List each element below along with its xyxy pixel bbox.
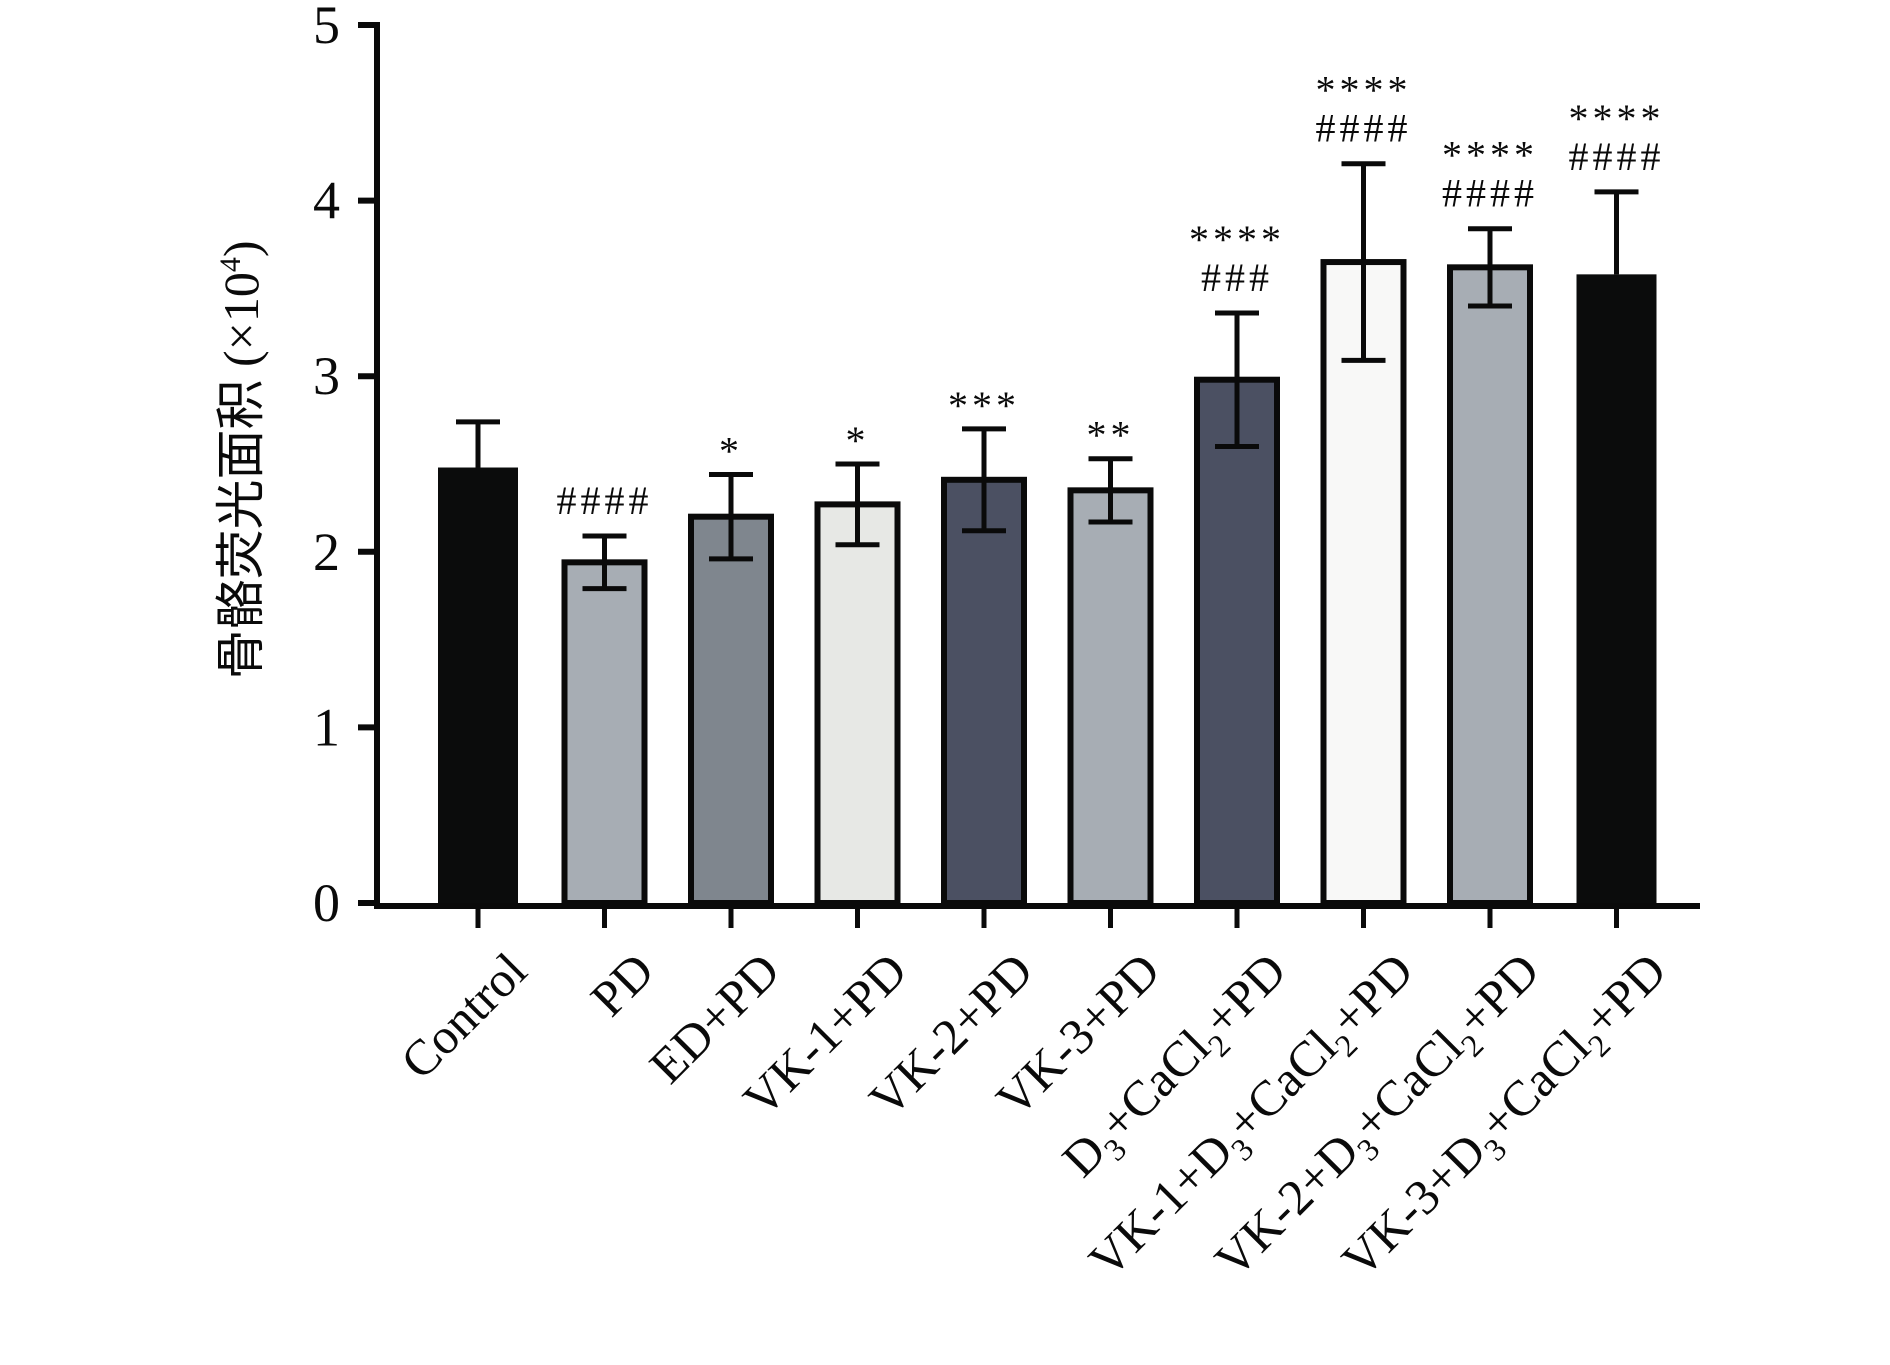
y-tick-label: 3 bbox=[313, 346, 340, 406]
y-tick-label: 1 bbox=[313, 697, 340, 757]
bar bbox=[1447, 264, 1533, 906]
hash-significance-label: #### bbox=[1442, 171, 1538, 216]
star-significance-label: * bbox=[719, 429, 743, 474]
y-tick-label: 2 bbox=[313, 522, 340, 582]
bar bbox=[438, 467, 518, 903]
bar bbox=[561, 559, 648, 906]
bar bbox=[688, 513, 774, 906]
star-significance-label: *** bbox=[948, 383, 1020, 428]
star-significance-label: **** bbox=[1316, 68, 1412, 113]
axes bbox=[374, 22, 1700, 909]
star-significance-label: * bbox=[846, 418, 870, 463]
bar bbox=[1576, 274, 1657, 903]
error-bars-layer bbox=[456, 161, 1639, 592]
bars-layer bbox=[438, 259, 1657, 907]
hash-significance-label: #### bbox=[1569, 134, 1665, 179]
y-axis-label-end: ) bbox=[213, 240, 269, 257]
star-significance-label: **** bbox=[1442, 133, 1538, 178]
hash-significance-label: ### bbox=[1201, 255, 1273, 300]
y-tick-label: 0 bbox=[313, 873, 340, 933]
significance-annotations: ####* ******###****####****####**** ####**… bbox=[557, 68, 1665, 523]
star-significance-label: ** bbox=[1087, 413, 1135, 458]
y-axis-label-sup: 4 bbox=[214, 257, 247, 272]
bar bbox=[814, 501, 901, 906]
bar bbox=[941, 476, 1027, 906]
star-significance-label: **** bbox=[1569, 96, 1665, 141]
bar bbox=[1067, 487, 1154, 906]
hash-significance-label: #### bbox=[557, 478, 653, 523]
hash-significance-label: #### bbox=[1316, 106, 1412, 151]
y-axis-label: 骨骼荧光面积 (×104) bbox=[213, 240, 269, 679]
y-tick-label: 5 bbox=[313, 0, 340, 55]
bar bbox=[1194, 376, 1280, 907]
x-ticks bbox=[475, 906, 1619, 928]
y-ticks: 0 1 2 3 4 5 bbox=[313, 0, 377, 933]
y-tick-label: 4 bbox=[313, 171, 340, 231]
star-significance-label: **** bbox=[1189, 217, 1285, 262]
y-axis-label-main: 骨骼荧光面积 (×10 bbox=[213, 272, 269, 679]
